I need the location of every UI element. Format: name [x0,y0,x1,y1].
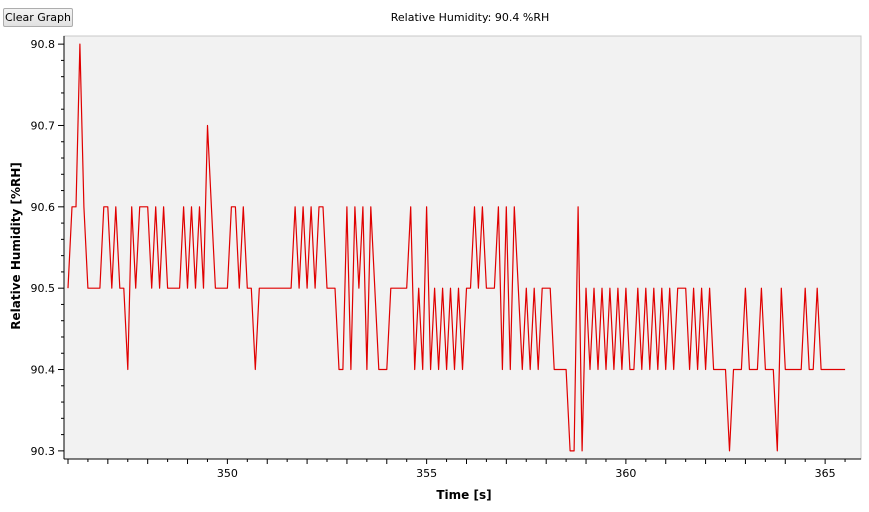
clear-graph-button[interactable]: Clear Graph [3,8,73,27]
y-tick-label: 90.5 [31,282,56,295]
x-tick-label: 360 [615,467,636,480]
x-tick-label: 355 [416,467,437,480]
y-axis-title: Relative Humidity [%RH] [9,162,23,330]
y-tick-label: 90.3 [31,445,56,458]
y-tick-label: 90.6 [31,201,56,214]
x-tick-label: 350 [217,467,238,480]
x-axis: 350 355 360 365 [64,458,861,480]
humidity-readout: Relative Humidity: 90.4 %RH [390,11,550,24]
x-tick-label: 365 [815,467,836,480]
plot-area [63,35,862,460]
humidity-series-line [67,43,846,452]
x-axis-title: Time [s] [436,488,491,502]
y-tick-label: 90.7 [31,119,56,132]
y-axis: 90.3 90.4 90.5 90.6 90.7 90.8 [31,36,65,459]
y-tick-label: 90.4 [31,364,56,377]
y-tick-label: 90.8 [31,38,56,51]
